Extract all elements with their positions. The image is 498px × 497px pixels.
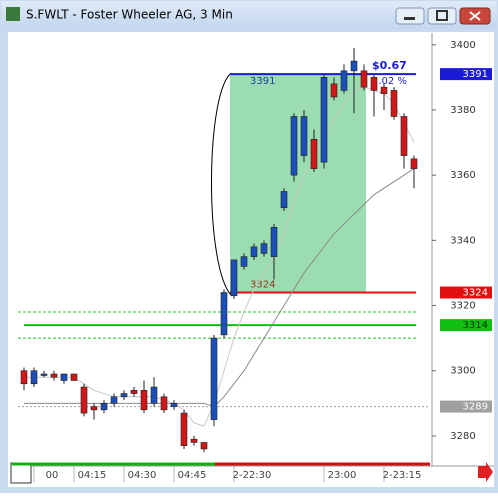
candle-body <box>140 389 148 411</box>
candle-body <box>400 116 408 156</box>
candle-body <box>360 70 368 88</box>
moving-average <box>24 168 415 408</box>
box-high-label: 3391 <box>250 76 275 87</box>
corner-box[interactable] <box>10 462 32 484</box>
candle-body <box>280 191 288 209</box>
candle-body <box>190 438 198 443</box>
app-icon <box>6 7 20 21</box>
candle-body <box>390 90 398 117</box>
minimize-button[interactable] <box>395 7 425 25</box>
scroll-arrow[interactable] <box>478 462 493 482</box>
candle-body <box>130 389 138 394</box>
y-tick-label: 3380 <box>450 105 475 116</box>
x-tick-label: 04:30 <box>128 470 157 481</box>
candle-body <box>270 227 278 257</box>
y-tick-label: 3300 <box>450 366 475 377</box>
maximize-icon <box>436 10 448 21</box>
candle-body <box>170 403 178 407</box>
minimize-icon <box>404 17 415 20</box>
candle-body <box>80 386 88 414</box>
level-badge-label: 3324 <box>463 288 488 299</box>
candle-body <box>380 86 388 94</box>
y-tick-label: 3360 <box>450 170 475 181</box>
candle-body <box>50 373 58 378</box>
candle-body <box>370 77 378 91</box>
level-badge-label: 3289 <box>463 402 488 413</box>
candle-body <box>100 403 108 411</box>
candle-body <box>330 83 338 98</box>
candle-body <box>70 373 78 381</box>
candle-body <box>30 370 38 385</box>
candle-body <box>240 256 248 267</box>
candle-body <box>260 243 268 254</box>
candle-body <box>60 373 68 381</box>
candle-body <box>230 259 238 297</box>
x-tick-label: 2-23:15 <box>383 470 422 481</box>
candle-body <box>300 116 308 156</box>
level-badge-label: 3314 <box>463 320 488 331</box>
candle-body <box>320 77 328 163</box>
candle-body <box>210 337 218 420</box>
range-box <box>230 74 366 293</box>
candle-body <box>120 393 128 398</box>
box-change: $0.67 <box>372 59 407 72</box>
candle-body <box>110 396 118 404</box>
window-title: S.FWLT - Foster Wheeler AG, 3 Min <box>26 8 233 22</box>
y-tick-label: 3280 <box>450 431 475 442</box>
y-tick-label: 3340 <box>450 235 475 246</box>
candle-body <box>20 370 28 385</box>
candle-body <box>200 442 208 450</box>
level-badge-label: 3391 <box>463 69 488 80</box>
x-tick-label: 00 <box>46 470 59 481</box>
candle-body <box>350 60 358 72</box>
candle-body <box>180 412 188 447</box>
x-tick-label: 23:00 <box>328 470 357 481</box>
x-tick-label: 2-22:30 <box>233 470 272 481</box>
x-tick-label: 04:45 <box>178 470 207 481</box>
level-badge <box>440 68 492 81</box>
candle-body <box>310 139 318 169</box>
candle-body <box>220 292 228 336</box>
candle-body <box>250 246 258 257</box>
box-percent: 2.02 % <box>372 76 407 87</box>
candle-body <box>150 386 158 404</box>
candle-body <box>160 396 168 411</box>
x-tick-label: 04:15 <box>78 470 107 481</box>
candle-body <box>290 116 298 176</box>
maximize-button[interactable] <box>427 7 457 25</box>
level-badge <box>440 319 492 332</box>
candle-body <box>90 406 98 411</box>
candle-body <box>410 158 418 169</box>
candle-body <box>340 70 348 91</box>
y-tick-label: 3320 <box>450 301 475 312</box>
level-badge <box>440 286 492 299</box>
window-buttons[interactable] <box>395 7 491 25</box>
level-badge <box>440 400 492 413</box>
close-icon <box>469 11 481 21</box>
candle-body <box>40 373 48 376</box>
range-bracket <box>211 73 233 297</box>
moving-average <box>24 86 415 427</box>
y-tick-label: 3400 <box>450 40 475 51</box>
plot: 3280 3300 3320 3340 3360 3380 3400 00 04:15 04:30… <box>12 40 492 482</box>
box-low-label: 3324 <box>250 280 275 291</box>
